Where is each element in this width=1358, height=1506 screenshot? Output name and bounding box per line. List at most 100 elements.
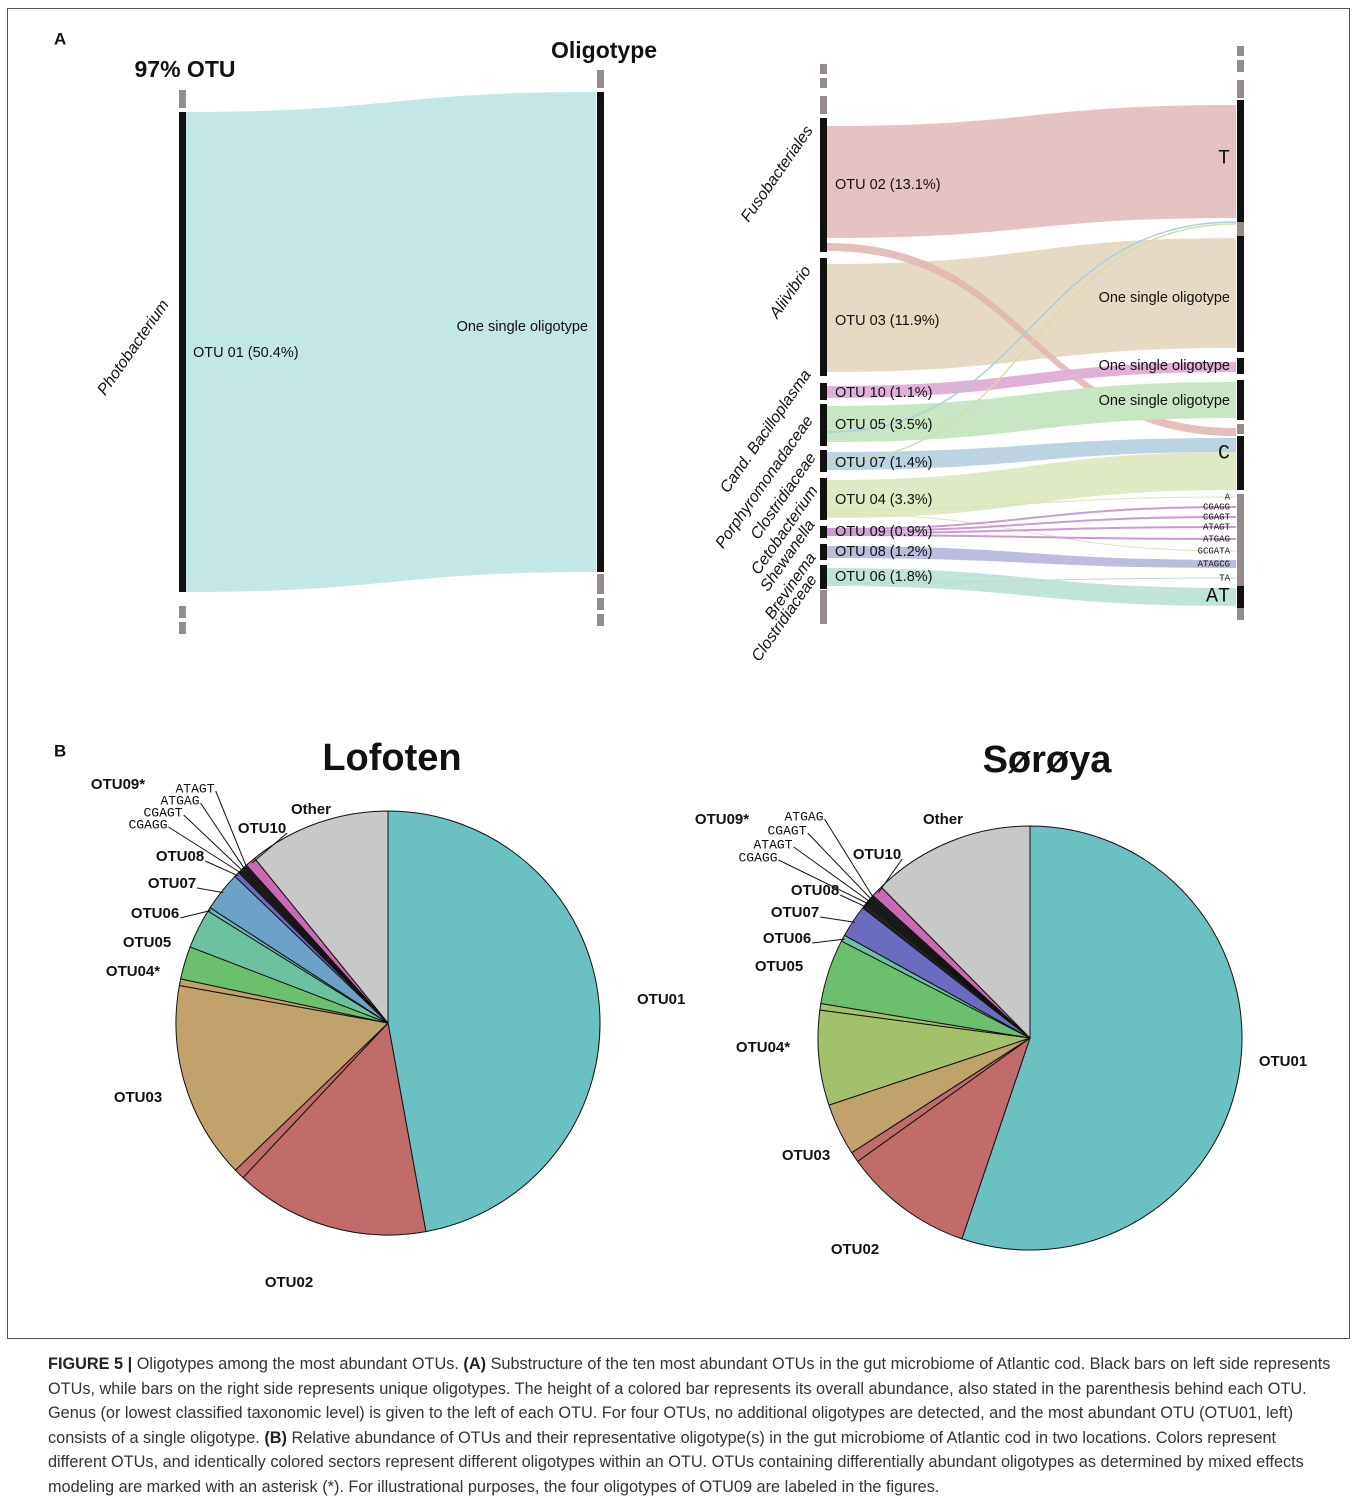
leader-line bbox=[820, 916, 855, 923]
oligotype-label: GCGATA bbox=[1198, 546, 1231, 556]
otu-label: OTU 07 (1.4%) bbox=[835, 455, 933, 471]
leader-line bbox=[168, 826, 242, 874]
slice-label: OTU10 bbox=[238, 820, 286, 837]
otu-label: OTU 08 (1.2%) bbox=[835, 544, 933, 560]
slice-label: OTU04* bbox=[736, 1039, 790, 1056]
ribbon bbox=[186, 92, 596, 592]
pie-slice bbox=[253, 810, 389, 1025]
slice-label: OTU03 bbox=[114, 1089, 162, 1106]
oligotype-label: TA bbox=[1219, 573, 1230, 583]
slice-label: CGAGG bbox=[128, 817, 167, 832]
genus-label: Fusobacteriales bbox=[738, 123, 817, 225]
pie-slice bbox=[242, 1021, 427, 1236]
slice-label: OTU07 bbox=[771, 904, 819, 921]
panel-label: A bbox=[54, 29, 66, 48]
slice-label: OTU03 bbox=[782, 1147, 830, 1164]
genus-label: Aliivibrio bbox=[766, 263, 815, 322]
slice-label: OTU07 bbox=[148, 875, 196, 892]
oligotype-label: C bbox=[1218, 442, 1230, 465]
slice-label: OTU05 bbox=[123, 934, 171, 951]
pie-slice bbox=[961, 825, 1243, 1251]
caption-label: FIGURE 5 | bbox=[48, 1355, 133, 1373]
slice-label: OTU06 bbox=[763, 930, 811, 947]
oligotype-label: One single oligotype bbox=[1099, 290, 1230, 306]
pies: Lofoten OTU01 OTU02 OTU03 OTU04* OTU05 OTU06 OT… bbox=[91, 737, 1307, 1291]
caption-panel: (B) bbox=[264, 1428, 287, 1447]
oligotype-label: One single oligotype bbox=[1099, 358, 1230, 374]
leader-line bbox=[812, 938, 845, 944]
slice-label: ATGAG bbox=[784, 809, 823, 824]
annotation: OTU09* bbox=[91, 776, 145, 793]
caption-text: Relative abundance of OTUs and their rep… bbox=[48, 1428, 1304, 1496]
annotation: OTU09* bbox=[695, 811, 749, 828]
oligotype-label: CGAGT bbox=[1203, 512, 1231, 522]
slice-label: OTU01 bbox=[1259, 1053, 1307, 1070]
left-bar bbox=[179, 70, 604, 634]
caption-panel: (A) bbox=[463, 1355, 487, 1373]
caption-text: Substructure of the ten most abundant OT… bbox=[48, 1355, 1331, 1447]
leader-line bbox=[878, 858, 903, 893]
slice-label: Other bbox=[923, 811, 963, 828]
otu-label: OTU 10 (1.1%) bbox=[835, 385, 933, 401]
caption-text: Oligotypes among the most abundant OTUs. bbox=[136, 1355, 459, 1373]
slice-label: CGAGT bbox=[767, 823, 806, 838]
slice-label: CGAGT bbox=[143, 805, 182, 820]
slice-label: OTU08 bbox=[156, 848, 204, 865]
slice-label: CGAGG bbox=[738, 850, 777, 865]
leader-line bbox=[807, 832, 873, 901]
pie-slice bbox=[387, 810, 601, 1233]
slice-label: ATAGT bbox=[753, 837, 792, 852]
slice-label: ATGAG bbox=[160, 793, 199, 808]
slice-label: OTU06 bbox=[131, 905, 179, 922]
slice-label: OTU02 bbox=[831, 1241, 879, 1258]
slice-label: ATAGT bbox=[175, 781, 214, 796]
slice-label: OTU04* bbox=[106, 963, 160, 980]
oligotype-label: A bbox=[1225, 492, 1231, 502]
leader-line bbox=[197, 887, 224, 894]
leader-line bbox=[200, 802, 246, 870]
panel-label: B bbox=[54, 741, 66, 760]
genus-label: Photobacterium bbox=[95, 297, 173, 399]
slice-label: OTU01 bbox=[637, 991, 685, 1008]
figure-border bbox=[7, 8, 1350, 1339]
leader-line bbox=[204, 860, 239, 877]
leader-line bbox=[215, 790, 248, 868]
otu-label: OTU 03 (11.9%) bbox=[835, 313, 940, 329]
oligotype-label: ATAGT bbox=[1203, 522, 1231, 532]
header: Oligotype bbox=[551, 37, 657, 63]
otu-label: OTU 05 (3.5%) bbox=[835, 417, 933, 433]
otu-label: OTU 04 (3.3%) bbox=[835, 492, 933, 508]
slice-label: OTU08 bbox=[791, 882, 839, 899]
pie-slice bbox=[175, 984, 390, 1171]
pie-title: Sørøya bbox=[983, 739, 1113, 781]
caption: FIGURE 5 | Oligotypes among the most abu… bbox=[48, 1352, 1338, 1499]
otu-label: OTU 06 (1.8%) bbox=[835, 569, 933, 585]
otu-label: OTU 09 (0.9%) bbox=[835, 524, 933, 540]
leader-line bbox=[824, 818, 874, 899]
otu-label: OTU 02 (13.1%) bbox=[835, 177, 941, 193]
figure: A B 97% OTU Oligotype Photobacterium OTU… bbox=[7, 8, 1350, 1339]
oligotype-label: One single oligotype bbox=[1099, 393, 1230, 409]
leader-line bbox=[251, 832, 288, 864]
ribbons bbox=[826, 105, 1237, 606]
slice-label: Other bbox=[291, 801, 331, 818]
oligotype-label: CGAGG bbox=[1203, 502, 1230, 512]
right-bars bbox=[820, 46, 1244, 624]
pie-title: Lofoten bbox=[322, 737, 461, 779]
slice-label: OTU10 bbox=[853, 846, 901, 863]
leader-line bbox=[793, 846, 871, 903]
pie-slice bbox=[856, 1036, 1031, 1240]
oligotype-label: T bbox=[1218, 147, 1230, 170]
slice-label: OTU02 bbox=[265, 1274, 313, 1291]
leader-line bbox=[778, 859, 869, 905]
otu-label: OTU 01 (50.4%) bbox=[193, 345, 299, 361]
oligotype-label: AT bbox=[1206, 585, 1230, 608]
leader-line bbox=[180, 909, 211, 919]
header: 97% OTU bbox=[135, 56, 236, 82]
oligotype-label: ATGAG bbox=[1203, 534, 1230, 544]
slice-label: OTU05 bbox=[755, 958, 803, 975]
pie-slice bbox=[880, 825, 1031, 1040]
oligotype-label: One single oligotype bbox=[457, 319, 588, 335]
leader-line bbox=[183, 814, 244, 872]
